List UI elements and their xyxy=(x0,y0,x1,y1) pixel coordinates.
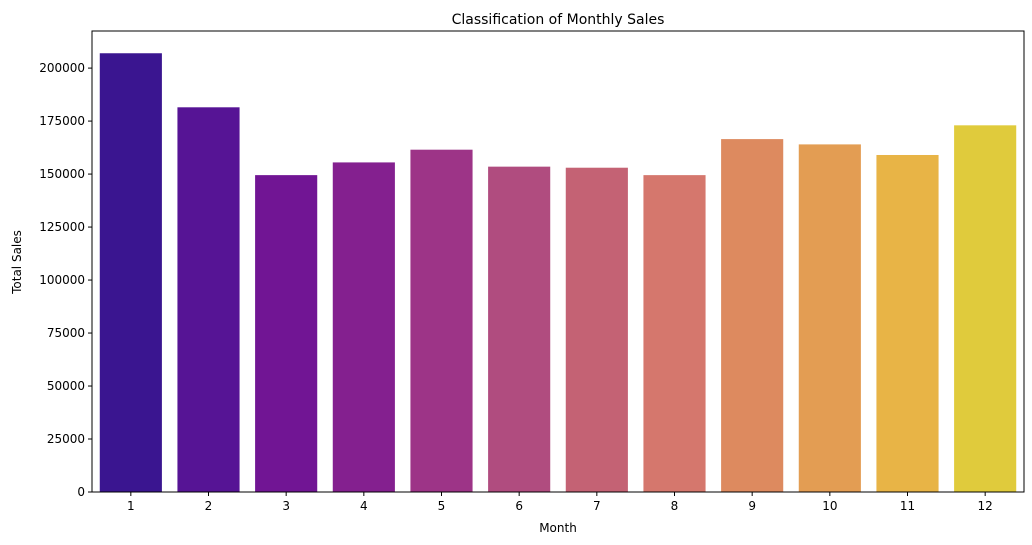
y-tick-label: 100000 xyxy=(39,273,85,287)
bars xyxy=(99,53,1017,493)
bar-month-7 xyxy=(565,167,628,493)
x-axis-label: Month xyxy=(539,521,577,535)
x-tick-label: 8 xyxy=(671,499,679,513)
x-tick-label: 1 xyxy=(127,499,135,513)
y-tick-label: 0 xyxy=(77,485,85,499)
x-axis-ticks: 1 2 3 4 5 6 7 8 9 10 11 12 xyxy=(127,492,993,513)
y-tick-label: 75000 xyxy=(47,326,85,340)
y-tick-label: 50000 xyxy=(47,379,85,393)
bar-month-12 xyxy=(954,125,1017,492)
bar-month-9 xyxy=(721,139,784,492)
x-tick-label: 11 xyxy=(900,499,915,513)
y-tick-label: 25000 xyxy=(47,432,85,446)
x-tick-label: 5 xyxy=(438,499,446,513)
bar-month-10 xyxy=(798,144,861,493)
bar-month-11 xyxy=(876,154,939,492)
bar-month-8 xyxy=(643,175,706,493)
y-tick-label: 150000 xyxy=(39,167,85,181)
y-tick-label: 200000 xyxy=(39,61,85,75)
y-tick-label: 175000 xyxy=(39,114,85,128)
x-tick-label: 12 xyxy=(978,499,993,513)
x-tick-label: 2 xyxy=(205,499,213,513)
x-tick-label: 7 xyxy=(593,499,601,513)
bar-month-1 xyxy=(99,53,162,492)
y-tick-label: 125000 xyxy=(39,220,85,234)
bar-month-4 xyxy=(332,162,395,492)
y-axis-ticks: 0 25000 50000 75000 100000 125000 150000 175000… xyxy=(39,61,92,499)
axes-frame xyxy=(91,30,1025,493)
bar-month-6 xyxy=(488,166,551,492)
x-tick-label: 6 xyxy=(515,499,523,513)
x-tick-label: 10 xyxy=(822,499,837,513)
chart-title: Classification of Monthly Sales xyxy=(452,12,665,28)
y-axis-label: Total Sales xyxy=(10,230,24,295)
x-tick-label: 4 xyxy=(360,499,368,513)
x-tick-label: 9 xyxy=(748,499,756,513)
bar-month-2 xyxy=(177,107,240,492)
bar-month-3 xyxy=(255,175,318,493)
x-tick-label: 3 xyxy=(282,499,290,513)
bar-month-5 xyxy=(410,149,473,492)
